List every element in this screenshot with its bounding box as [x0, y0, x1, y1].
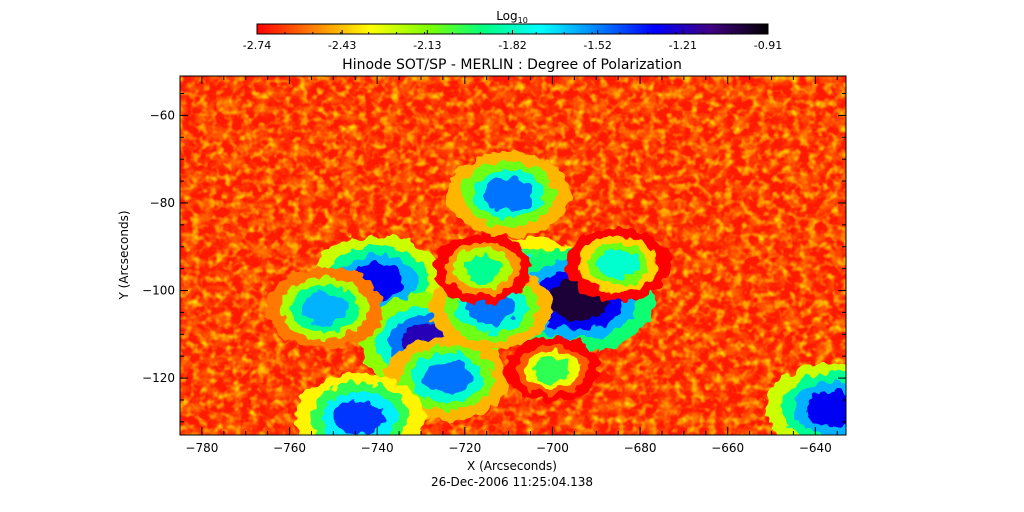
colorbar-tick-label: -2.13	[413, 39, 441, 52]
heatmap-feature	[806, 390, 846, 428]
heatmap-features	[266, 151, 846, 435]
heatmap-feature	[301, 292, 348, 325]
colorbar-ticks: -2.74 -2.43 -2.13 -1.82 -1.52 -1.21 -0.91	[243, 30, 782, 52]
x-axis: −780 −760 −740 −720 −700 −680 −660 −640	[179, 76, 838, 455]
y-tick-label: −80	[150, 196, 175, 210]
x-tick-label: −760	[273, 441, 306, 455]
x-axis-label: X (Arcseconds)	[467, 459, 557, 473]
heatmap-feature	[534, 356, 571, 383]
y-axis: −120 −100 −80 −60	[142, 93, 846, 423]
colorbar-tick-label: -0.91	[754, 39, 782, 52]
heatmap-plot-area	[180, 76, 846, 435]
timestamp: 26-Dec-2006 11:25:04.138	[431, 475, 593, 489]
colorbar-tick-label: -1.21	[669, 39, 697, 52]
x-tick-label: −640	[799, 441, 832, 455]
colorbar-tick-label: -2.74	[243, 39, 271, 52]
heatmap-feature	[334, 399, 386, 435]
x-tick-label: −660	[711, 441, 744, 455]
x-tick-label: −780	[185, 441, 218, 455]
colorbar-label: Log10	[496, 9, 528, 25]
chart-title: Hinode SOT/SP - MERLIN : Degree of Polar…	[342, 57, 682, 73]
heatmap-feature	[597, 249, 639, 279]
colorbar-tick-label: -2.43	[328, 39, 356, 52]
y-axis-label: Y (Arcseconds)	[117, 210, 131, 300]
heatmap-feature	[484, 177, 533, 212]
colorbar-tick-label: -1.52	[583, 39, 611, 52]
y-tick-label: −60	[150, 108, 175, 122]
colorbar: -2.74 -2.43 -2.13 -1.82 -1.52 -1.21 -0.91 Log1…	[243, 9, 782, 52]
heatmap-feature	[462, 255, 502, 283]
x-tick-label: −740	[361, 441, 394, 455]
x-tick-label: −720	[448, 441, 481, 455]
colorbar-tick-label: -1.82	[498, 39, 526, 52]
heatmap-feature	[422, 361, 472, 395]
y-tick-label: −100	[142, 284, 175, 298]
plot-frame	[179, 75, 847, 436]
x-tick-label: −700	[536, 441, 569, 455]
y-tick-label: −120	[142, 371, 175, 385]
x-tick-label: −680	[624, 441, 657, 455]
